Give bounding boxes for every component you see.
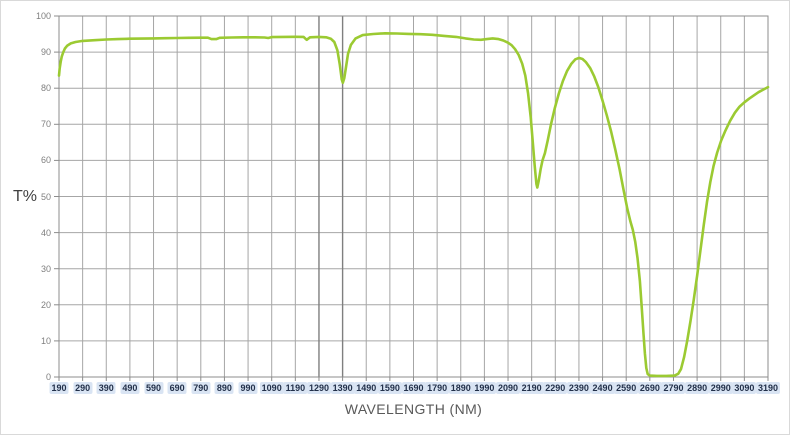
- x-tick-label: 2190: [519, 382, 544, 394]
- x-tick-label: 890: [214, 382, 234, 394]
- y-tick-label: 50: [40, 191, 51, 202]
- y-tick-label: 30: [40, 263, 51, 274]
- plot-border: [58, 15, 769, 378]
- x-tick-label: 3090: [732, 382, 757, 394]
- x-tick-label: 2690: [637, 382, 662, 394]
- y-tick-label: 80: [40, 83, 51, 94]
- y-tick-label: 100: [35, 11, 51, 21]
- x-axis-title: WAVELENGTH (NM): [344, 401, 483, 417]
- x-tick-label: 2790: [661, 382, 686, 394]
- x-tick-label: 1590: [377, 382, 402, 394]
- x-tick-label: 1790: [425, 382, 450, 394]
- y-axis-title: T%: [13, 188, 37, 205]
- x-tick-label: 490: [120, 382, 140, 394]
- x-tick-label: 1490: [354, 382, 379, 394]
- x-tick-label: 690: [167, 382, 187, 394]
- x-tick-label: 1290: [306, 382, 331, 394]
- x-tick-label: 1190: [283, 382, 308, 394]
- x-tick-label: 1690: [401, 382, 426, 394]
- x-tick-label: 2490: [590, 382, 615, 394]
- y-tick-label: 90: [40, 47, 51, 58]
- x-tick-label: 2590: [614, 382, 639, 394]
- y-tick-label: 0: [45, 372, 51, 382]
- y-tick-label: 10: [40, 335, 51, 346]
- x-tick-label: 1090: [259, 382, 284, 394]
- x-tick-label: 1990: [472, 382, 497, 394]
- x-tick-label: 2290: [543, 382, 568, 394]
- x-tick-label: 290: [73, 382, 93, 394]
- x-tick-label: 2390: [566, 382, 591, 394]
- y-tick-label: 20: [40, 299, 51, 310]
- x-tick-label: 790: [191, 382, 211, 394]
- transmission-curve: [57, 31, 770, 378]
- x-tick-label: 190: [49, 382, 69, 394]
- x-tick-label: 1890: [448, 382, 473, 394]
- x-tick-label: 590: [144, 382, 164, 394]
- x-tick-label: 3190: [755, 382, 781, 394]
- x-tick-label: 2090: [496, 382, 521, 394]
- x-tick-label: 990: [238, 382, 258, 394]
- x-tick-label: 2990: [708, 382, 733, 394]
- x-tick-label: 390: [96, 382, 116, 394]
- y-tick-label: 70: [40, 119, 51, 130]
- y-tick-label: 60: [40, 155, 51, 166]
- x-tick-label: 2890: [685, 382, 710, 394]
- x-tick-label: 1390: [330, 382, 355, 394]
- y-tick-label: 40: [40, 227, 51, 238]
